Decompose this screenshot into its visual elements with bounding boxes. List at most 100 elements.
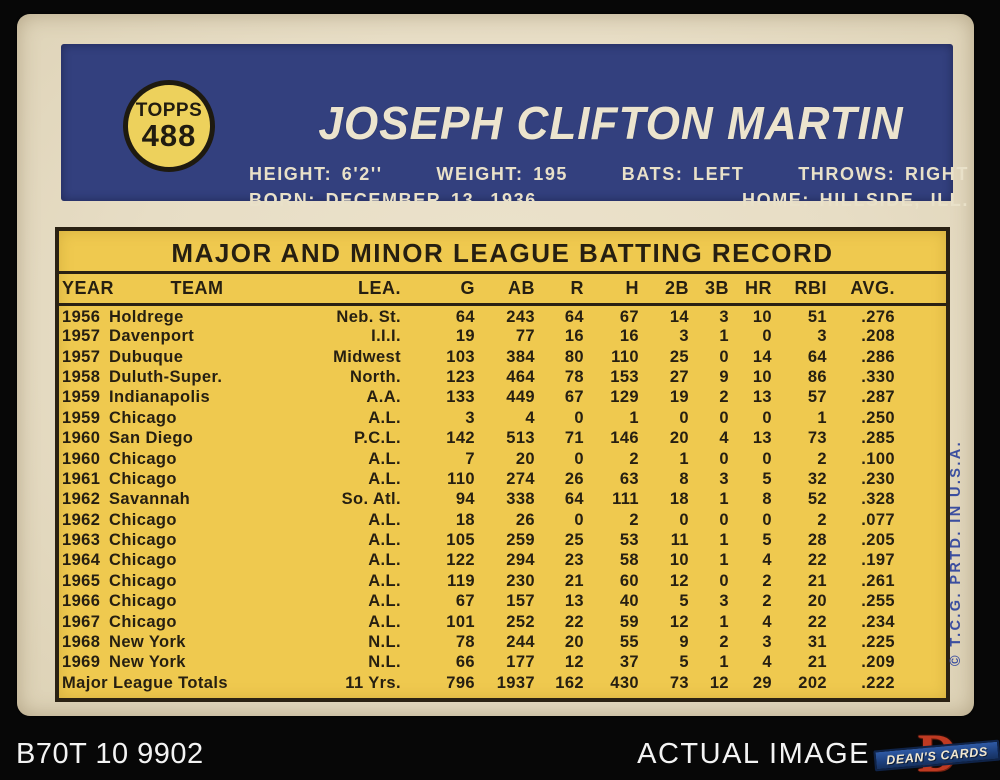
stat-cell: Chicago: [109, 531, 177, 550]
table-row: 1969 New York N.L. 66 177 12 37 5 1 4 21 .209: [59, 653, 946, 673]
stat-cell: 0: [719, 510, 729, 529]
stat-cell: 51: [807, 307, 827, 326]
stat-cell: 3: [465, 408, 475, 427]
stat-cell: 40: [619, 592, 639, 611]
stat-cell: 1: [817, 408, 827, 427]
stat-cell: 1968: [62, 633, 101, 652]
stat-cell: New York: [109, 633, 186, 652]
stat-cell: 110: [611, 347, 639, 366]
stat-cell: .286: [861, 347, 895, 366]
stat-cell: 64: [455, 307, 475, 326]
stat-cell: 73: [669, 673, 689, 692]
stat-cell: 119: [447, 571, 475, 590]
table-row: 1959 Chicago A.L. 3 4 0 1 0 0 0 1 .250: [59, 408, 946, 428]
stat-cell: 94: [455, 490, 475, 509]
stat-cell: 18: [669, 490, 689, 509]
stat-cell: 1: [719, 327, 729, 346]
table-row: 1956 Holdrege Neb. St. 64 243 64 67 14 3 10 51 .276: [59, 304, 946, 327]
bio-line-2: BORN: DECEMBER 13, 1936 HOME: HILLSIDE, …: [249, 190, 969, 212]
stat-cell: 122: [446, 551, 475, 570]
stat-cell: N.L.: [368, 653, 401, 672]
stat-cell: Chicago: [109, 469, 177, 488]
stat-cell: A.L.: [368, 469, 401, 488]
stat-cell: 12: [669, 571, 689, 590]
stat-cell: 27: [669, 367, 689, 386]
stat-cell: 9: [719, 367, 729, 386]
stat-cell: 1: [719, 531, 729, 550]
stat-cell: Indianapolis: [109, 388, 211, 407]
stat-cell: 0: [574, 449, 584, 468]
stat-cell: 0: [679, 510, 689, 529]
stat-cell: 3: [679, 327, 689, 346]
stat-cell: 2: [762, 571, 772, 590]
stat-cell: 20: [669, 429, 689, 448]
stat-cell: 202: [798, 673, 827, 692]
stat-cell: 71: [564, 429, 584, 448]
stat-cell: 1964: [62, 551, 101, 570]
stat-cell: 1957: [62, 327, 101, 346]
table-row: 1958 Duluth-Super. North. 123 464 78 153 27 9 10 8…: [59, 367, 946, 387]
stat-cell: 11 Yrs.: [345, 673, 401, 692]
table-row: 1959 Indianapolis A.A. 133 449 67 129 19 2 13 57 .2…: [59, 388, 946, 408]
table-row: 1965 Chicago A.L. 119 230 21 60 12 0 2 21 .261: [59, 571, 946, 591]
stat-cell: .250: [861, 408, 895, 427]
table-row: 1960 Chicago A.L. 7 20 0 2 1 0 0 2 .100: [59, 449, 946, 469]
stat-cell: 243: [506, 307, 535, 326]
stat-cell: 1965: [62, 571, 101, 590]
stat-cell: 52: [807, 490, 827, 509]
brand-name: TOPPS: [135, 100, 203, 121]
col-header-ab: AB: [483, 274, 543, 306]
stat-cell: 111: [612, 490, 639, 509]
stat-cell: 513: [506, 429, 535, 448]
table-row: 1968 New York N.L. 78 244 20 55 9 2 3 31 .225: [59, 632, 946, 652]
stat-cell: 16: [564, 327, 584, 346]
bio-line-1: HEIGHT: 6'2'' WEIGHT: 195 BATS: LEFT THR…: [249, 164, 969, 186]
stat-cell: Chicago: [109, 612, 177, 631]
stat-cell: 449: [506, 388, 535, 407]
stat-cell: 64: [564, 490, 584, 509]
stat-cell: 1: [719, 653, 729, 672]
stat-cell: A.L.: [368, 592, 401, 611]
stat-cell: 1959: [62, 408, 101, 427]
stat-cell: Holdrege: [109, 307, 184, 326]
stat-cell: 5: [762, 531, 772, 550]
stat-cell: 0: [719, 408, 729, 427]
stat-cell: .077: [861, 510, 895, 529]
stat-cell: Chicago: [109, 551, 177, 570]
stat-cell: Duluth-Super.: [109, 367, 223, 386]
stat-cell: 0: [762, 408, 772, 427]
stat-cell: .208: [861, 327, 895, 346]
stat-cell: 2: [629, 449, 639, 468]
stat-cell: .225: [861, 633, 895, 652]
stat-cell: .261: [861, 571, 895, 590]
stat-cell: 20: [564, 633, 584, 652]
stat-cell: 25: [564, 531, 584, 550]
stat-cell: 3: [719, 469, 729, 488]
stat-cell: 177: [506, 653, 535, 672]
card-header-band: TOPPS 488 JOSEPH CLIFTON MARTIN HEIGHT: …: [61, 44, 967, 210]
stat-cell: 86: [807, 367, 827, 386]
stat-cell: 4: [719, 429, 729, 448]
stat-cell: 25: [669, 347, 689, 366]
stat-cell: 153: [610, 367, 639, 386]
batting-record-title: MAJOR AND MINOR LEAGUE BATTING RECORD: [59, 231, 946, 274]
stat-cell: 1: [679, 449, 689, 468]
stat-cell: .205: [861, 531, 895, 550]
actual-image-label: ACTUAL IMAGE: [637, 738, 870, 770]
stat-cell: 63: [619, 469, 639, 488]
stat-cell: N.L.: [368, 633, 401, 652]
stat-cell: 8: [679, 469, 689, 488]
table-row: 1957 Dubuque Midwest 103 384 80 110 25 0 14 64 .286: [59, 347, 946, 367]
stat-cell: 2: [817, 510, 827, 529]
col-header-lea: LEA.: [285, 274, 415, 306]
bio-born: BORN: DECEMBER 13, 1936: [249, 190, 537, 210]
stat-cell: 26: [564, 469, 584, 488]
stat-cell: 26: [515, 510, 535, 529]
stat-cell: 1967: [62, 612, 101, 631]
stat-cell: .330: [861, 367, 895, 386]
stat-cell: 14: [752, 347, 772, 366]
stat-cell: .197: [861, 551, 895, 570]
stat-cell: 13: [752, 429, 772, 448]
col-header-rbi: RBI: [780, 274, 835, 306]
caption-bar: B70T 10 9902 ACTUAL IMAGE D DEAN'S CARDS: [0, 716, 1000, 780]
